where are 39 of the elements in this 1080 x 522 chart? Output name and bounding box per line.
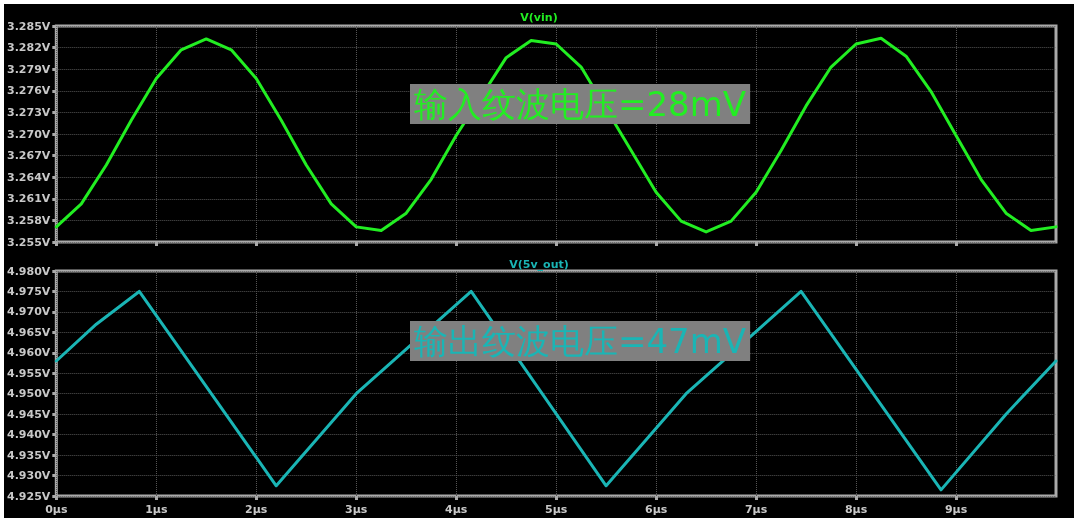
y-tick-label: 3.285V [6, 19, 51, 33]
y-tick-label: 3.261V [6, 192, 51, 206]
x-tick-label: 6µs [644, 503, 668, 516]
y-tick-label: 4.935V [6, 448, 51, 462]
y-tick-label: 4.965V [6, 325, 51, 339]
y-tick-label: 3.255V [6, 235, 51, 249]
chart-title: V(vin) [520, 11, 558, 24]
y-tick-label: 4.945V [6, 407, 51, 421]
x-tick-label: 9µs [944, 503, 968, 516]
y-tick-label: 3.282V [6, 41, 51, 55]
annotation: 输出纹波电压=47mV [414, 321, 747, 361]
y-tick-label: 4.960V [6, 346, 51, 360]
annotation: 输入纹波电压=28mV [414, 84, 747, 124]
x-tick-label: 4µs [445, 503, 468, 516]
x-tick-label: 0µs [45, 503, 68, 516]
y-tick-label: 4.980V [6, 264, 51, 278]
y-tick-label: 4.930V [6, 469, 51, 483]
x-tick-label: 5µs [545, 503, 568, 516]
y-tick-label: 4.975V [6, 284, 51, 298]
x-tick-label: 1µs [145, 503, 168, 516]
y-tick-label: 4.950V [6, 387, 51, 401]
y-tick-label: 3.258V [6, 213, 51, 227]
y-tick-label: 4.925V [6, 489, 51, 503]
line-series [54, 36, 1058, 234]
y-tick-label: 4.955V [6, 366, 51, 380]
y-tick-label: 4.940V [6, 428, 51, 442]
x-tick-label: 3µs [345, 503, 368, 516]
chart-title: V(5v_out) [509, 258, 569, 271]
y-tick-label: 3.267V [6, 149, 51, 163]
y-tick-label: 3.264V [6, 170, 51, 184]
line-series [54, 289, 1058, 492]
y-tick-label: 3.276V [6, 84, 51, 98]
x-tick-label: 8µs [844, 503, 868, 516]
y-tick-label: 3.270V [6, 127, 51, 141]
x-tick-label: 2µs [245, 503, 268, 516]
y-tick-label: 4.970V [6, 305, 51, 319]
x-tick-label: 7µs [744, 503, 768, 516]
y-tick-label: 3.273V [6, 105, 51, 119]
y-tick-label: 3.279V [6, 62, 51, 76]
